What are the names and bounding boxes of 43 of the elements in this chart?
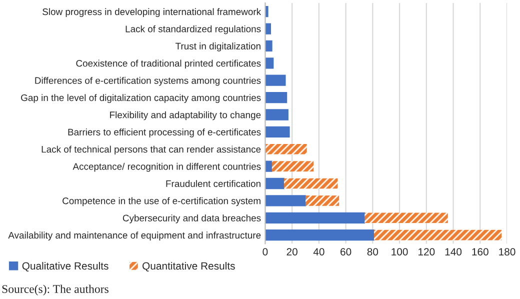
y-tick-label: Lack of technical persons that can render assistance — [42, 146, 261, 155]
bar — [284, 178, 338, 189]
bar — [265, 23, 271, 34]
y-tick-label: Barriers to efficient processing of e-certificates — [68, 128, 261, 138]
bar — [265, 40, 272, 52]
x-tick-label: 180 — [499, 248, 516, 256]
x-tick-label: 100 — [392, 248, 408, 256]
bar — [364, 212, 448, 224]
bar — [265, 126, 290, 138]
bar — [306, 196, 340, 206]
bar — [374, 230, 502, 240]
bar — [272, 161, 314, 172]
y-tick-label: Acceptance/ recognition in different countries — [72, 162, 261, 172]
bar — [265, 74, 286, 86]
bar — [265, 230, 374, 241]
bar — [265, 212, 366, 224]
legend-label: Qualitative Results — [22, 262, 108, 272]
bar — [265, 195, 306, 206]
bar — [265, 109, 288, 120]
bar — [265, 144, 307, 154]
y-tick-label: Differences of e-certification systems among countries — [35, 76, 261, 86]
x-tick-label: 20 — [286, 248, 298, 256]
x-tick-label: 120 — [418, 248, 435, 256]
y-tick-label: Cybersecurity and data breaches — [122, 214, 261, 224]
x-tick-label: 80 — [367, 248, 378, 256]
y-tick-label: Lack of standardized regulations — [126, 25, 261, 34]
y-tick-label: Trust in digitalization — [176, 42, 260, 52]
x-tick-label: 60 — [340, 248, 352, 256]
y-tick-label: Competence in the use of e-certification system — [62, 197, 260, 206]
x-tick-label: 140 — [445, 248, 462, 256]
legend-label: Quantitative Results — [142, 262, 235, 272]
y-tick-label: Flexibility and adaptability to change — [110, 111, 261, 120]
bar — [265, 92, 288, 104]
y-tick-label: Availability and maintenance of equipment and infrastructure — [8, 232, 261, 240]
x-tick-label: 0 — [262, 248, 268, 256]
bar — [265, 178, 284, 190]
y-tick-label: Slow progress in developing international framework — [42, 8, 262, 17]
y-tick-label: Coexistence of traditional printed certificates — [76, 60, 261, 69]
y-tick-label: Fraudulent certification — [166, 180, 260, 188]
source-note: Source(s): The authors — [2, 284, 108, 296]
x-tick-label: 40 — [313, 248, 324, 256]
y-tick-label: Gap in the level of digitalization capacity among countries — [21, 94, 261, 103]
x-tick-label: 160 — [472, 248, 488, 256]
